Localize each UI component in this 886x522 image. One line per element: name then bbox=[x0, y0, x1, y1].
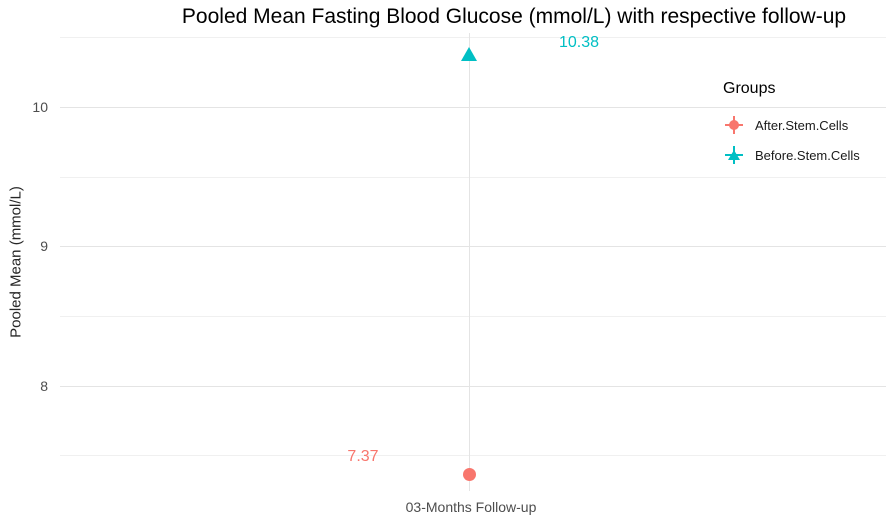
gridline bbox=[60, 316, 886, 318]
gridline bbox=[60, 37, 886, 39]
gridline bbox=[60, 455, 886, 457]
y-tick-label: 9 bbox=[40, 238, 48, 255]
legend-item-label: After.Stem.Cells bbox=[755, 117, 849, 133]
chart-title: Pooled Mean Fasting Blood Glucose (mmol/… bbox=[181, 5, 847, 28]
gridline bbox=[60, 385, 886, 387]
triangle-marker-icon bbox=[725, 146, 743, 164]
gridline bbox=[469, 33, 470, 491]
gridline bbox=[60, 107, 886, 109]
legend-item: After.Stem.Cells bbox=[713, 110, 860, 140]
circle-marker-icon bbox=[725, 116, 743, 134]
plot-panel bbox=[60, 33, 886, 491]
legend: Groups After.Stem.Cells Before.Stem.Cells bbox=[713, 80, 860, 170]
value-label: 10.38 bbox=[558, 34, 600, 52]
legend-items: After.Stem.Cells Before.Stem.Cells bbox=[713, 110, 860, 170]
legend-item-label: Before.Stem.Cells bbox=[755, 147, 860, 163]
y-tick-label: 8 bbox=[40, 377, 48, 394]
gridline bbox=[60, 246, 886, 248]
circle-data-point bbox=[463, 467, 476, 481]
y-tick-label: 10 bbox=[32, 99, 48, 116]
legend-title: Groups bbox=[723, 80, 776, 97]
y-axis-title: Pooled Mean (mmol/L) bbox=[7, 186, 25, 338]
value-label: 7.37 bbox=[347, 447, 379, 465]
triangle-data-point bbox=[461, 47, 477, 62]
legend-item: Before.Stem.Cells bbox=[713, 140, 860, 170]
x-axis-tick-label: 03-Months Follow-up bbox=[405, 499, 537, 515]
gridline bbox=[60, 176, 886, 178]
